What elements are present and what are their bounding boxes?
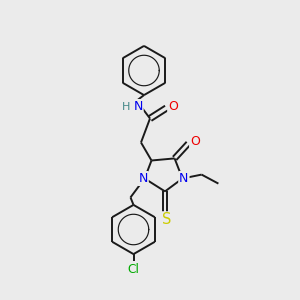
Text: Cl: Cl	[128, 263, 140, 276]
Text: S: S	[162, 212, 171, 227]
Text: O: O	[168, 100, 178, 113]
Text: N: N	[138, 172, 148, 185]
Text: H: H	[122, 101, 130, 112]
Text: O: O	[190, 135, 200, 148]
Text: N: N	[133, 100, 143, 113]
Text: N: N	[179, 172, 189, 185]
